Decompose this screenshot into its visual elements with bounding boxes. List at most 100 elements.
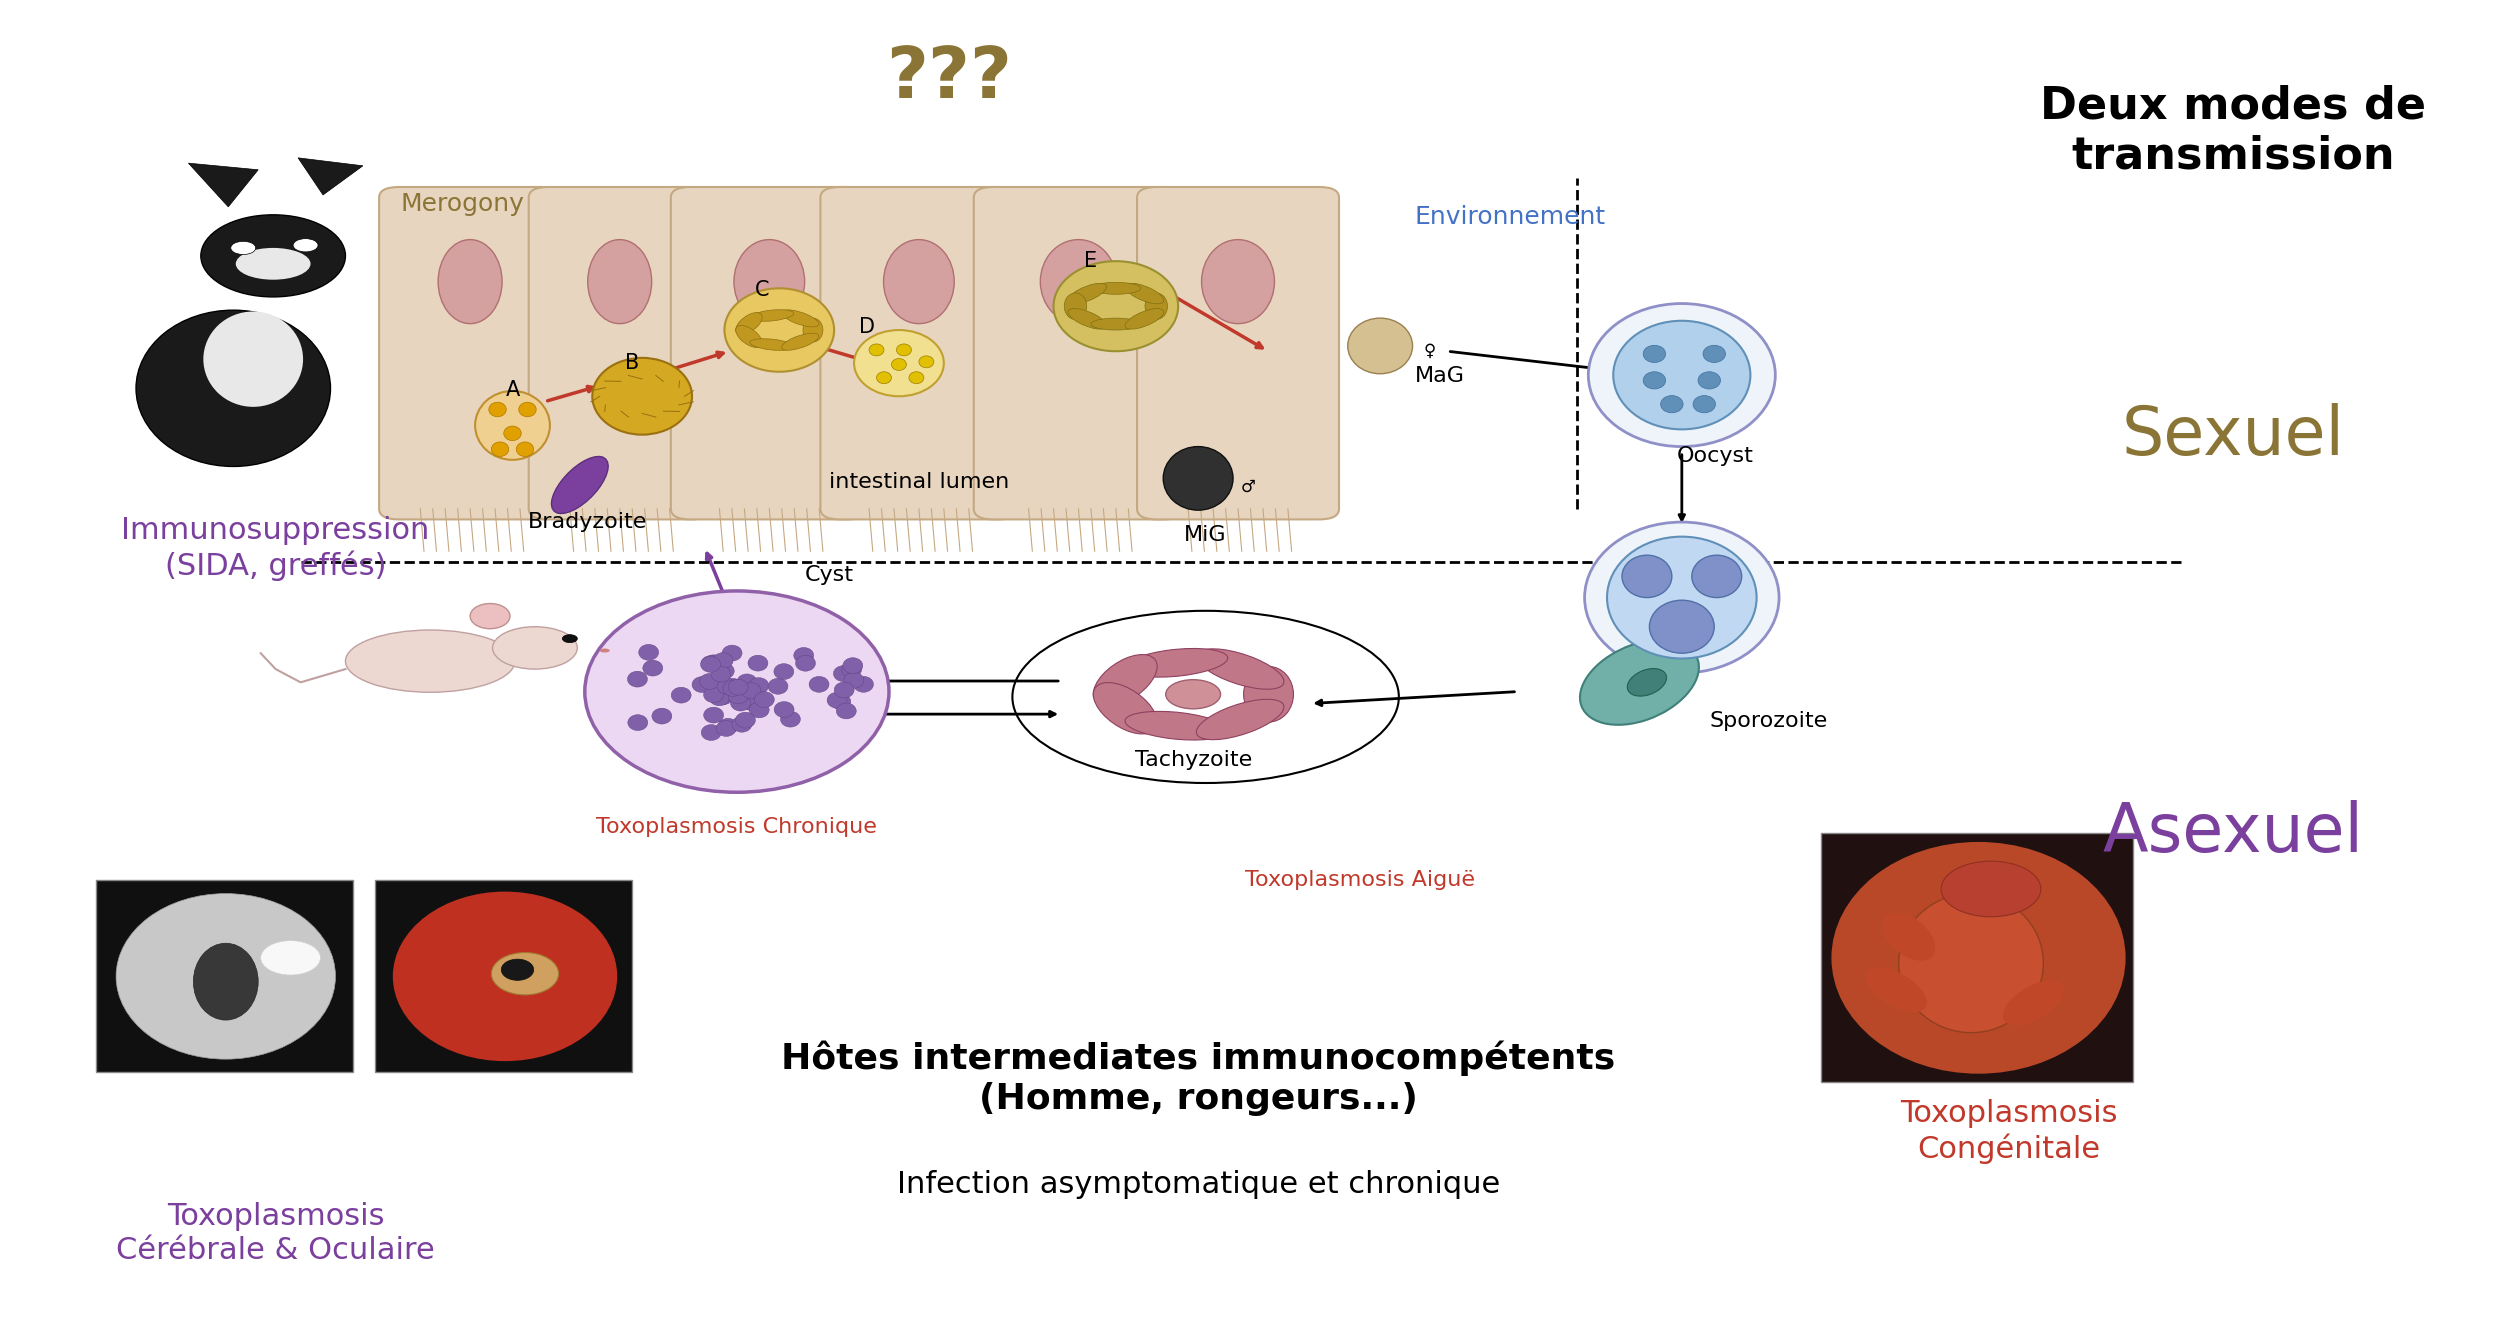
Ellipse shape [1091,282,1141,294]
Ellipse shape [639,645,659,660]
Ellipse shape [716,720,736,736]
Ellipse shape [626,672,646,688]
Ellipse shape [1041,240,1116,324]
Ellipse shape [517,442,534,456]
Ellipse shape [1702,345,1725,363]
FancyBboxPatch shape [529,187,711,519]
Ellipse shape [1126,712,1228,740]
Ellipse shape [1627,669,1667,696]
Ellipse shape [724,681,744,696]
Ellipse shape [734,240,804,324]
Ellipse shape [729,680,749,696]
Polygon shape [297,158,362,195]
Text: Sporozoite: Sporozoite [1710,710,1827,731]
Ellipse shape [1126,284,1163,304]
FancyBboxPatch shape [374,879,631,1072]
FancyBboxPatch shape [973,187,1183,519]
Ellipse shape [1622,555,1672,598]
Ellipse shape [2002,981,2064,1025]
FancyBboxPatch shape [1138,187,1338,519]
Text: Toxoplasmosis
Congénitale: Toxoplasmosis Congénitale [1899,1098,2117,1164]
Text: ♂: ♂ [1241,478,1255,495]
Title: Mohamed-Ali Hakimi - Cycle de vie et de transmission de Toxoplasma: Mohamed-Ali Hakimi - Cycle de vie et de … [1053,1,1443,12]
Ellipse shape [1091,318,1141,330]
Ellipse shape [836,702,856,719]
Ellipse shape [739,676,759,692]
Ellipse shape [1642,345,1665,363]
Ellipse shape [721,645,741,661]
Text: Toxoplasmosis Aiguë: Toxoplasmosis Aiguë [1246,870,1475,890]
Ellipse shape [844,658,864,673]
Ellipse shape [781,310,819,326]
Ellipse shape [135,310,329,467]
Ellipse shape [769,678,789,694]
Ellipse shape [651,708,671,724]
Ellipse shape [629,714,649,731]
Ellipse shape [826,692,846,708]
Text: Asexuel: Asexuel [2102,800,2364,866]
Ellipse shape [584,591,889,792]
Ellipse shape [714,664,734,678]
FancyBboxPatch shape [821,187,1018,519]
Ellipse shape [492,442,509,456]
Text: Toxoplasmosis
Cérébrale & Oculaire: Toxoplasmosis Cérébrale & Oculaire [117,1202,434,1264]
Ellipse shape [504,425,522,440]
Text: Bradyzoite: Bradyzoite [527,512,646,533]
Ellipse shape [729,688,749,704]
Text: Hôtes intermediates immunocompétents
(Homme, rongeurs...): Hôtes intermediates immunocompétents (Ho… [781,1041,1615,1116]
Ellipse shape [592,357,691,435]
Ellipse shape [489,403,507,416]
Ellipse shape [736,325,761,348]
Ellipse shape [714,653,734,669]
Text: Cyst: Cyst [804,565,854,585]
Ellipse shape [1650,601,1715,653]
Ellipse shape [831,694,851,709]
Ellipse shape [896,344,911,356]
Ellipse shape [202,312,302,407]
Ellipse shape [392,891,617,1061]
Ellipse shape [794,648,814,664]
Ellipse shape [774,701,794,717]
Ellipse shape [719,719,739,735]
Ellipse shape [1146,293,1168,320]
Text: Oocyst: Oocyst [1677,446,1755,466]
Ellipse shape [1580,640,1700,725]
Ellipse shape [1692,396,1715,413]
Ellipse shape [1201,240,1275,324]
Text: Toxoplasmosis Chronique: Toxoplasmosis Chronique [597,816,876,836]
Ellipse shape [671,688,691,702]
FancyBboxPatch shape [97,879,352,1072]
Ellipse shape [1093,682,1158,735]
Ellipse shape [1093,654,1158,706]
Ellipse shape [741,682,761,698]
Text: Merogony: Merogony [402,193,524,217]
Ellipse shape [562,634,577,642]
Text: B: B [624,353,639,373]
Text: intestinal lumen: intestinal lumen [829,472,1008,492]
Ellipse shape [731,716,751,732]
Ellipse shape [1068,309,1106,329]
Ellipse shape [1865,967,1927,1013]
Ellipse shape [492,953,559,995]
Ellipse shape [721,685,741,701]
Ellipse shape [1063,293,1086,320]
Ellipse shape [844,672,864,688]
Ellipse shape [736,313,761,334]
Ellipse shape [891,359,906,371]
Ellipse shape [552,456,609,514]
Ellipse shape [469,603,509,629]
Ellipse shape [804,318,824,343]
Ellipse shape [704,654,724,670]
Ellipse shape [701,725,721,740]
Ellipse shape [1942,862,2042,917]
Ellipse shape [869,344,884,356]
Ellipse shape [1607,537,1757,658]
Ellipse shape [439,240,502,324]
Text: E: E [1083,252,1098,272]
Ellipse shape [1882,913,1934,961]
Ellipse shape [919,356,934,368]
Ellipse shape [1163,447,1233,510]
Text: A: A [504,380,519,400]
Ellipse shape [854,330,943,396]
Ellipse shape [741,694,761,710]
